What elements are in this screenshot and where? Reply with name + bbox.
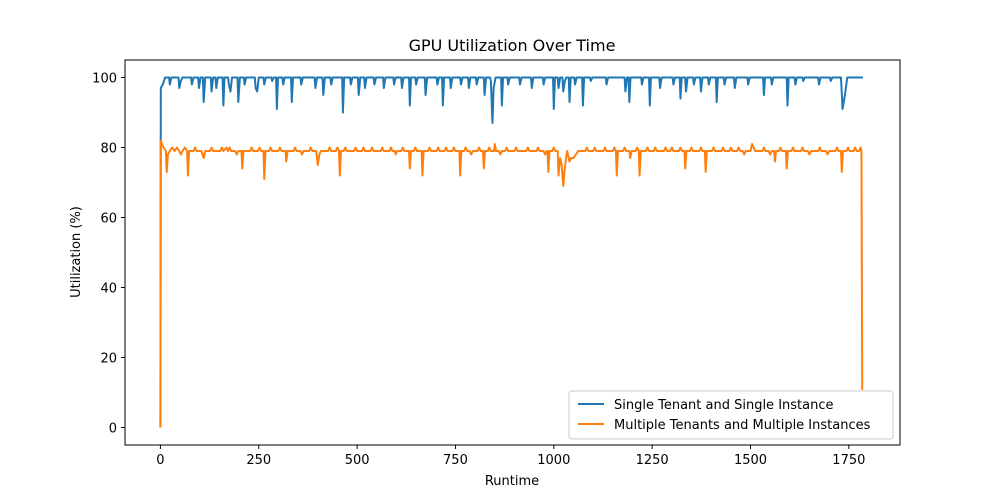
y-tick-label: 100 (92, 72, 117, 87)
legend-box (568, 390, 894, 440)
plot-area (124, 59, 901, 446)
plot-frame (124, 59, 901, 446)
series-layer (159, 76, 864, 428)
y-tick-label: 20 (100, 352, 117, 367)
legend-label-single-tenant: Single Tenant and Single Instance (614, 398, 833, 413)
x-tick-label: 1000 (537, 453, 570, 468)
x-tick-label: 1250 (636, 453, 669, 468)
x-axis-label: Runtime (485, 474, 539, 489)
x-tick-label: 1750 (832, 453, 865, 468)
y-axis-label: Utilization (%) (69, 206, 84, 298)
legend-label-multiple-tenants: Multiple Tenants and Multiple Instances (614, 418, 871, 433)
x-tick-label: 0 (156, 453, 164, 468)
y-tick-label: 40 (100, 282, 117, 297)
y-tick-label: 80 (100, 142, 117, 157)
chart-title: GPU Utilization Over Time (409, 36, 616, 55)
x-tick-label: 500 (345, 453, 370, 468)
x-tick-label: 750 (443, 453, 468, 468)
legend: Single Tenant and Single Instance Multip… (568, 390, 894, 440)
y-tick-label: 0 (109, 422, 117, 437)
x-axis: 0 250 500 750 1000 1250 1500 1750 (156, 445, 865, 468)
x-tick-label: 1500 (734, 453, 767, 468)
series-line-0 (159, 76, 864, 428)
series-line-1 (159, 139, 864, 428)
y-tick-label: 60 (100, 212, 117, 227)
x-tick-label: 250 (246, 453, 271, 468)
y-axis: 0 20 40 60 80 100 (92, 72, 125, 437)
